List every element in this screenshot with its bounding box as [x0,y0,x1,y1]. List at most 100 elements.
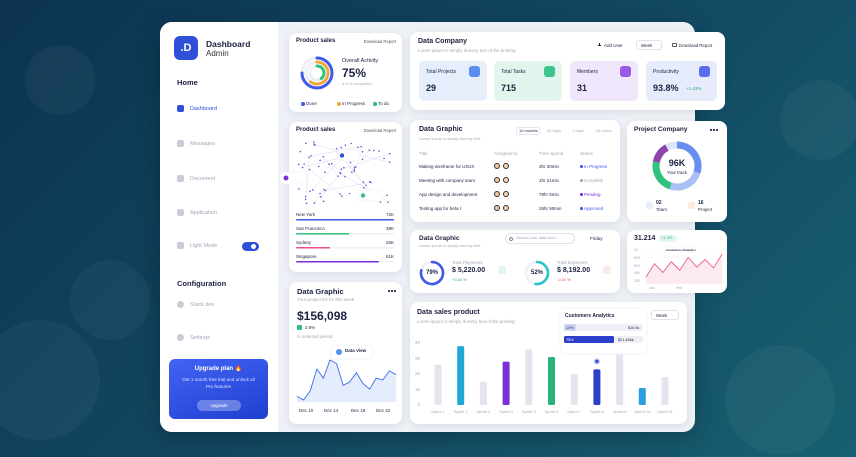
bar [548,356,555,405]
map-dot [365,184,367,187]
map-pin [279,171,307,185]
map-dot [340,168,343,171]
y-tick-label: 0 [417,402,420,407]
activity-note: 5 of 6 completed [342,81,372,86]
bg-blob [0,320,100,440]
stat-icon [620,66,631,77]
project-value: 96K [668,158,686,168]
search[interactable] [505,233,575,244]
map-dot [350,171,353,174]
ring-arc [315,64,326,81]
tab-active[interactable] [516,127,540,135]
stat-label: Total Tasks [501,69,526,75]
menu-icon [177,334,184,341]
home: Home [177,78,198,87]
menu-item: Dashboard [190,106,217,112]
bg-blob [25,45,95,115]
map-dot [324,171,326,174]
card-title: Project Company [634,126,688,133]
ring-arc [419,260,445,286]
card-tasks [410,120,620,222]
city-name: Sydney [296,240,312,245]
map-link [314,189,325,204]
menu-icon [177,301,184,308]
card-subtitle: Your project list for this week [297,297,355,302]
team-icon [646,202,653,209]
map-dot [301,166,304,169]
map-dot [308,156,310,158]
map-dot [362,181,365,183]
map-dot [368,180,371,183]
city-value: 25K [385,240,394,245]
legend-dot [373,102,377,106]
card-action: Download Report [363,128,396,133]
map-dot [299,150,302,153]
tooltip-title: Data View [345,348,367,353]
map-dot [323,188,325,191]
ring-arc [309,60,330,86]
stat-value: 29 [426,83,437,93]
menu-item: Messages [190,141,216,147]
menu-icon [177,209,184,216]
map-dot [353,170,356,172]
team-value: 02 [656,200,662,206]
stat-icon [699,66,710,77]
map-link [325,182,371,191]
city-bar [296,233,350,235]
card-subtitle: Lorem ipsum is simply dummy text [419,243,481,248]
item-label: Total Payments [452,260,483,265]
tooltip-title: Customers Analytics [565,313,615,319]
city-name: New York [296,212,316,217]
x-tick-label: Sprint 8 [589,409,604,414]
map-dot [349,161,352,164]
role: Admin [206,49,229,58]
arrow-badge [498,266,506,274]
avatar [503,163,509,169]
menu-dot [713,129,715,131]
map-link [305,156,344,197]
stat-icon [544,66,555,77]
dropdown[interactable] [651,310,679,320]
map-pin-dot [360,193,366,198]
map-pin-dot [339,153,345,158]
y-tick-label: 400 [634,271,640,276]
map-dot [313,143,315,146]
dropdown[interactable] [636,40,662,50]
task-status: In Progress [584,164,608,169]
y-tick-label: 10 [414,386,420,392]
upgrade-button[interactable] [197,400,241,411]
donut-segment [669,171,701,191]
logo [174,36,198,60]
bar [616,346,624,405]
toggle[interactable] [242,242,259,251]
bar [661,377,669,405]
status-dot [580,207,583,210]
map-pin [357,189,383,202]
tooltip [663,246,697,258]
x-tick-label: Sprint 9 [612,409,627,414]
map-link [323,156,339,177]
map-dot [353,166,356,169]
avatar [503,205,509,211]
upgrade-title: Upgrade plan 🔥 [194,366,243,372]
map-link [362,150,370,160]
card-subtitle: Lorem ipsum is simply dummy text [419,136,481,141]
map-dot [353,168,356,171]
upgrade-card [169,359,268,419]
menu-dot [716,129,718,131]
map-dot [339,193,341,195]
menu-icon [177,242,184,249]
avatar [503,177,509,183]
map-link [320,173,341,197]
map-dot [322,155,325,158]
y-tick-label: 30 [414,355,420,361]
stat-label: Productivity [653,69,679,75]
map-link [351,172,364,183]
map-dot [304,198,307,201]
arrow-badge [603,266,611,274]
card-title: Product sales [296,38,336,44]
day-select: Friday [590,236,603,241]
map-dot [324,189,327,192]
ring-label: 52% [530,270,544,276]
